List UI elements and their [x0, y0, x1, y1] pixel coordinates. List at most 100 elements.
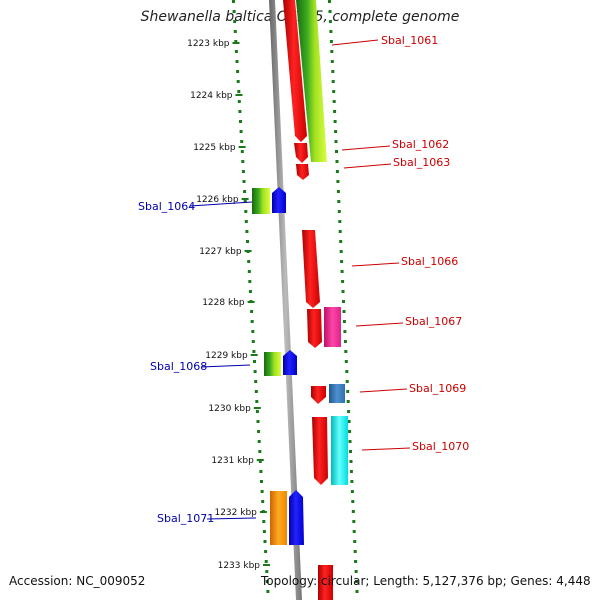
gene-bottom-red[interactable] [318, 565, 333, 600]
gene-sbal-1062[interactable] [294, 143, 308, 163]
gene-green-top[interactable] [296, 0, 327, 162]
track-dot [262, 520, 266, 523]
track-dot [251, 330, 255, 333]
track-dot [243, 190, 247, 193]
gene-label: Sbal_1067 [405, 315, 462, 328]
track-dot [259, 470, 263, 473]
gene-label: Sbal_1068 [150, 360, 207, 373]
topology-text: Topology: circular; Length: 5,127,376 bp… [261, 574, 591, 588]
gene-label: Sbal_1070 [412, 440, 469, 453]
track-dot [351, 500, 355, 503]
gene-sbal-1068[interactable] [283, 350, 297, 375]
track-dot [265, 570, 269, 573]
gene-sbal-1067-red[interactable] [307, 309, 322, 348]
kbp-label: 1224 kbp [190, 91, 233, 101]
gene-sbal-1064-green[interactable] [252, 188, 270, 214]
track-dot [248, 280, 252, 283]
gene-label: Sbal_1071 [157, 512, 214, 525]
gene-sbal-1070-red[interactable] [312, 417, 328, 485]
track-dot [253, 360, 256, 363]
track-dot [266, 590, 270, 593]
kbp-tick [247, 301, 255, 303]
track-dot [338, 220, 342, 223]
kbp-label: 1227 kbp [199, 247, 242, 257]
track-dot [251, 340, 255, 343]
kbp-label: 1228 kbp [202, 298, 245, 308]
kbp-label: 1229 kbp [205, 351, 248, 361]
track-dot [355, 590, 359, 593]
track-dot [353, 540, 357, 543]
kbp-tick [256, 459, 264, 461]
track-dot [255, 410, 259, 413]
gene-label: Sbal_1062 [392, 138, 449, 151]
track-dot [348, 430, 352, 433]
track-dot [328, 0, 331, 3]
gene-sbal-1069-red[interactable] [311, 386, 326, 404]
gene-sbal-1063[interactable] [296, 164, 309, 180]
track-dot [264, 550, 268, 553]
track-dot [254, 390, 258, 393]
track-dot [239, 130, 243, 133]
gene-sbal-1068-green[interactable] [264, 352, 281, 376]
track-dot [353, 550, 357, 553]
track-dot [233, 20, 237, 23]
track-dot [234, 40, 238, 43]
track-dot [345, 370, 349, 373]
kbp-tick [238, 146, 246, 148]
kbp-label: 1230 kbp [208, 404, 251, 414]
gene-sbal-1067[interactable] [324, 307, 341, 347]
track-dot [352, 520, 356, 523]
track-dot [333, 110, 337, 113]
track-dot [260, 480, 263, 483]
track-dot [260, 490, 264, 493]
track-dot [263, 540, 267, 543]
kbp-label: 1233 kbp [218, 561, 261, 571]
gene-label: Sbal_1066 [401, 255, 458, 268]
kbp-label: 1226 kbp [196, 195, 239, 205]
gene-sbal-1064[interactable] [272, 187, 286, 213]
track-dot [234, 50, 238, 53]
gene-label: Sbal_1061 [381, 34, 438, 47]
kbp-tick [232, 42, 240, 44]
gene-sbal-1066[interactable] [302, 230, 320, 308]
track-dot [258, 450, 262, 453]
track-dot [244, 210, 248, 213]
track-dot [346, 400, 350, 403]
track-dot [339, 250, 343, 253]
track-dot [238, 110, 242, 113]
track-dot [262, 530, 266, 533]
track-dot [236, 80, 240, 83]
track-dot [337, 210, 341, 213]
track-dot [341, 290, 345, 293]
track-dot [253, 370, 257, 373]
gene-sbal-1070[interactable] [331, 416, 348, 485]
kbp-label: 1225 kbp [193, 143, 236, 153]
track-dot [342, 310, 346, 313]
track-dot [355, 580, 359, 583]
kbp-tick [235, 94, 243, 96]
track-dot [347, 420, 351, 423]
track-dot [347, 410, 351, 413]
track-dot [332, 90, 336, 93]
track-dot [343, 330, 347, 333]
gene-sbal-1069[interactable] [329, 384, 345, 403]
track-dot [345, 380, 349, 383]
track-dot [335, 170, 339, 173]
track-dot [244, 220, 248, 223]
track-dot [254, 380, 258, 383]
gene-sbal-1061[interactable] [283, 0, 307, 142]
track-dot [237, 90, 241, 93]
track-dot [349, 450, 352, 453]
gene-sbal-1071[interactable] [289, 490, 304, 545]
gene-sbal-1071-orange[interactable] [270, 491, 287, 545]
kbp-label: 1232 kbp [214, 508, 257, 518]
track-dot [334, 130, 338, 133]
track-dot [261, 500, 265, 503]
track-dot [329, 40, 333, 43]
track-dot [237, 100, 241, 103]
track-dot [354, 570, 358, 573]
gene-label: Sbal_1063 [393, 156, 450, 169]
track-dot [332, 100, 336, 103]
track-dot [241, 170, 245, 173]
